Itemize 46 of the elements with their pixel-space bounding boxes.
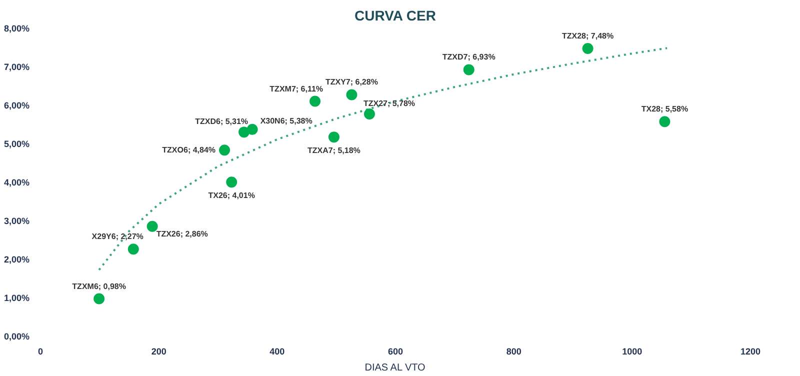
data-label: TZXO6; 4,84% <box>162 146 216 155</box>
data-label: TX28; 5,58% <box>641 104 688 114</box>
data-label: X29Y6; 2,27% <box>92 232 144 242</box>
point <box>238 126 250 138</box>
y-tick-label: 4,00% <box>4 178 30 188</box>
x-axis-title: DIAS AL VTO <box>364 362 426 374</box>
point <box>364 108 375 120</box>
y-tick-label: 3,00% <box>4 216 30 226</box>
y-tick-label: 0,00% <box>4 332 30 342</box>
x-tick-label: 1200 <box>740 346 761 356</box>
data-label: TZXM6; 0,98% <box>72 282 126 291</box>
point <box>246 124 258 135</box>
data-label: TZX26; 2,86% <box>156 229 208 238</box>
point <box>226 176 238 188</box>
x-tick-label: 800 <box>506 346 522 356</box>
y-tick-label: 2,00% <box>4 254 30 264</box>
y-tick-label: 1,00% <box>4 293 30 303</box>
point <box>128 244 139 255</box>
chart-title: CURVA CER <box>354 8 436 24</box>
data-label: TX26; 4,01% <box>208 191 255 200</box>
y-tick-label: 7,00% <box>4 62 30 72</box>
x-tick-label: 600 <box>388 346 404 356</box>
point <box>346 89 358 100</box>
data-label: TZXY7; 6,28% <box>325 78 378 87</box>
point <box>328 132 340 143</box>
point <box>146 220 158 232</box>
point <box>94 293 105 304</box>
point <box>219 144 230 156</box>
y-tick-label: 5,00% <box>4 139 30 149</box>
data-label: TZXM7; 6,11% <box>270 84 324 94</box>
point <box>310 96 321 107</box>
point <box>463 64 474 76</box>
data-label: X30N6; 5,38% <box>260 116 312 126</box>
x-tick-label: 200 <box>151 346 166 356</box>
point <box>582 43 594 54</box>
y-tick-label: 6,00% <box>4 100 30 110</box>
point <box>659 116 670 128</box>
data-label: TZXA7; 5,18% <box>308 146 360 156</box>
x-tick-label: 400 <box>270 346 285 356</box>
y-tick-label: 8,00% <box>4 24 30 34</box>
x-tick-label: 0 <box>38 346 44 356</box>
x-tick-label: 1000 <box>622 346 642 356</box>
data-label: TZXD7; 6,93% <box>442 52 496 62</box>
data-label: TZXD6; 5,31% <box>195 117 248 126</box>
data-label: TZX27; 5,78% <box>363 98 416 108</box>
data-label: TZX28; 7,48% <box>562 32 614 41</box>
